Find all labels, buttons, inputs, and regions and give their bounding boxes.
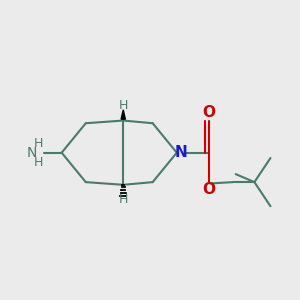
Text: H: H xyxy=(118,193,128,206)
Text: N: N xyxy=(26,146,37,160)
Text: N: N xyxy=(174,145,187,160)
Text: O: O xyxy=(202,105,215,120)
Text: H: H xyxy=(34,155,44,169)
Text: O: O xyxy=(202,182,215,197)
Polygon shape xyxy=(121,110,125,119)
Text: H: H xyxy=(118,99,128,112)
Text: H: H xyxy=(34,137,44,150)
